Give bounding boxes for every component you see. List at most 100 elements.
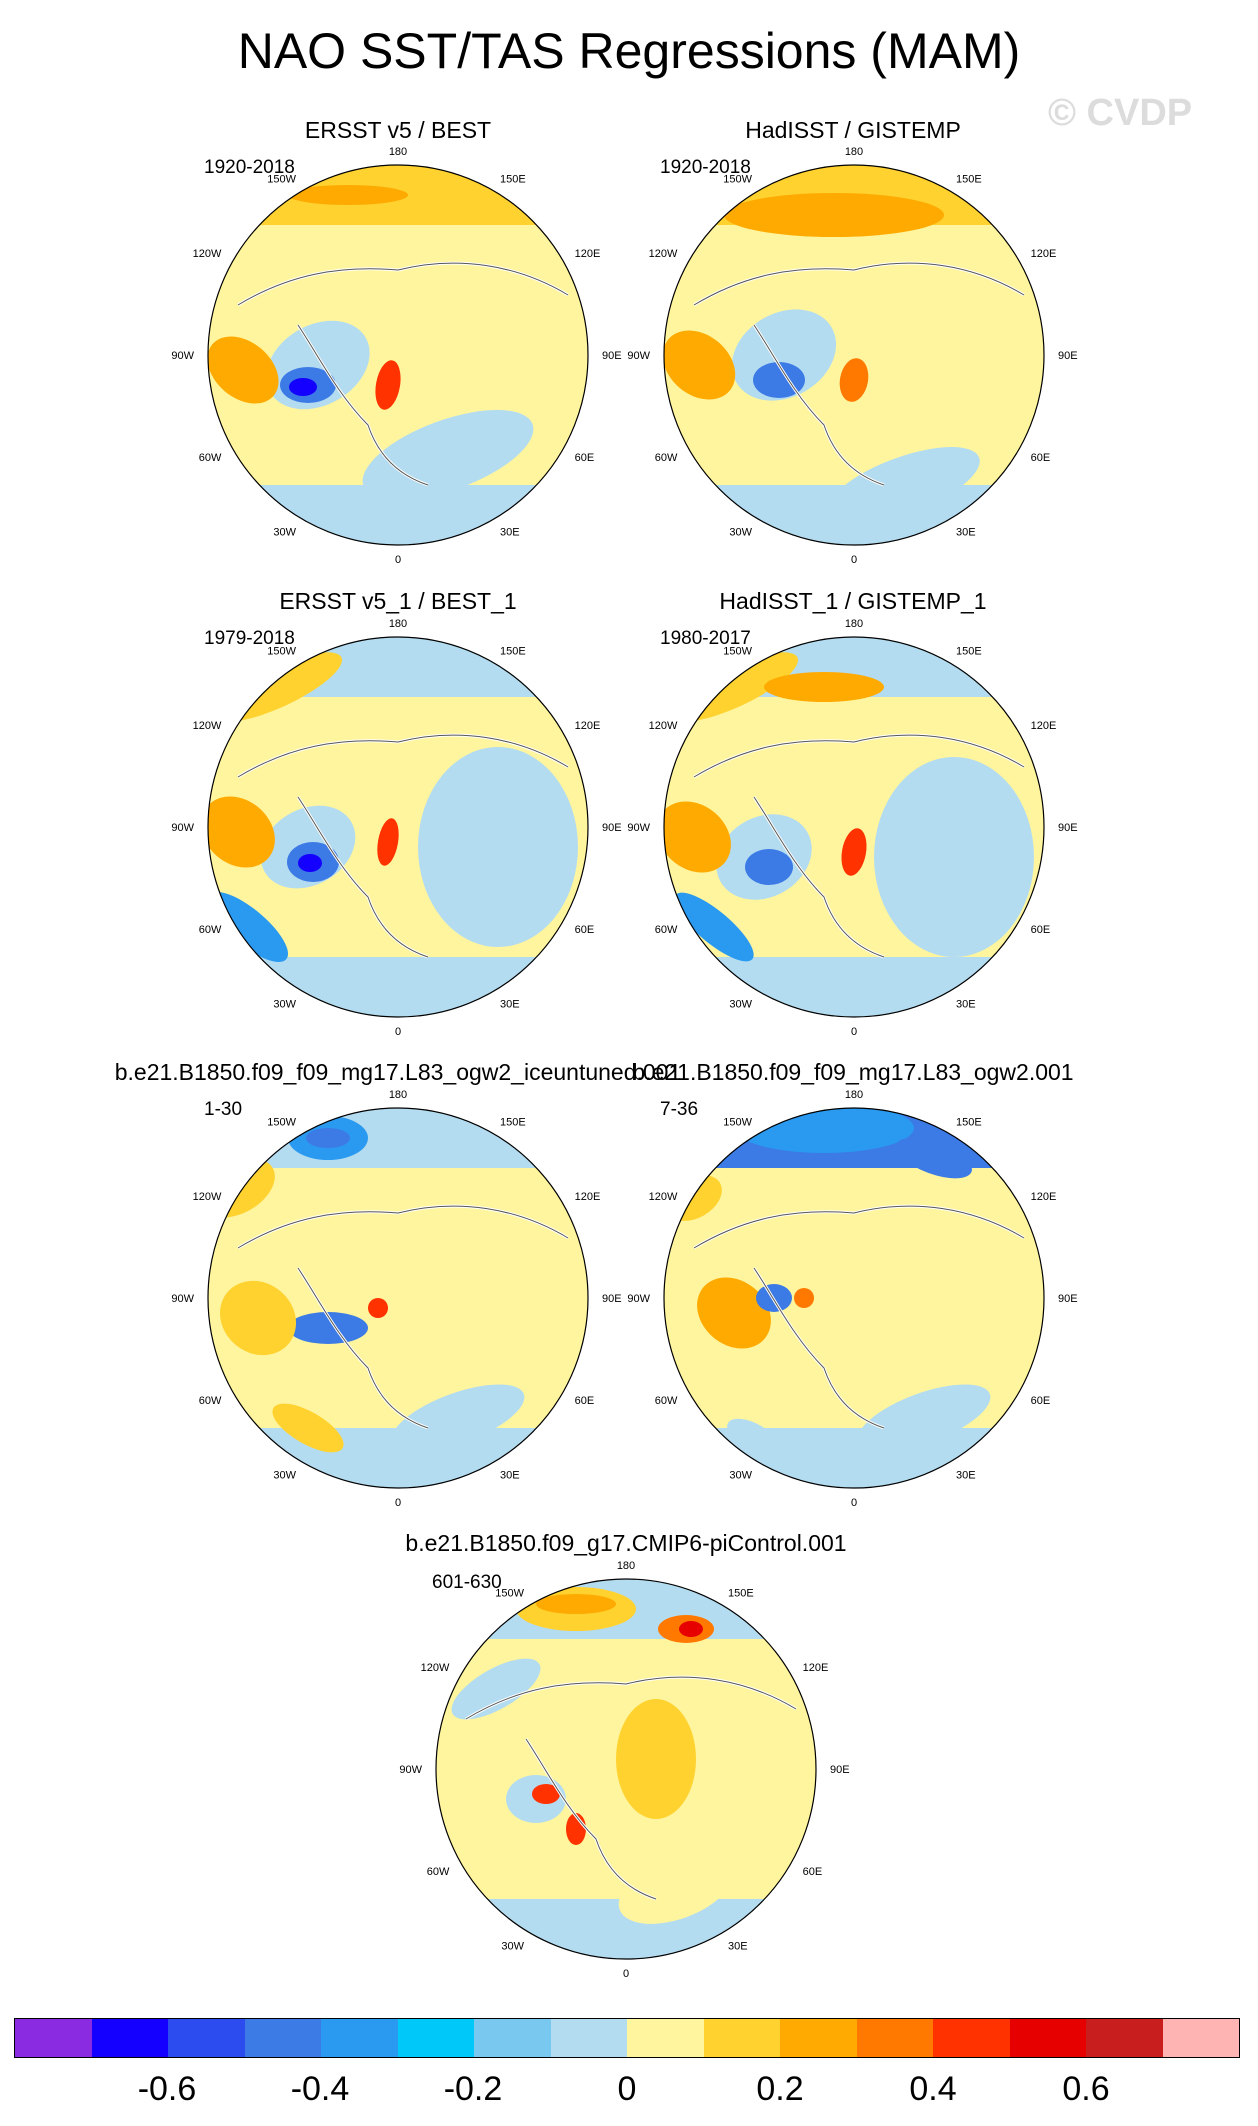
longitude-label: 120W [649, 720, 678, 732]
longitude-label: 60W [655, 1395, 678, 1407]
colorbar-swatch [474, 2019, 551, 2057]
longitude-label: 0 [851, 1497, 857, 1509]
anomaly-region [764, 672, 884, 702]
panel-title-0: ERSST v5 / BEST [304, 117, 492, 143]
map-border [435, 1578, 817, 1960]
longitude-label: 0 [395, 554, 401, 566]
longitude-label: 30W [729, 527, 752, 539]
longitude-label: 60E [575, 924, 595, 936]
longitude-label: 150E [728, 1587, 754, 1599]
panel-period-1: 1920-2018 [660, 157, 751, 178]
colorbar-swatch [933, 2019, 1010, 2057]
anomaly-region [208, 796, 275, 868]
longitude-label: 120E [1031, 248, 1057, 260]
longitude-label: 120W [421, 1662, 450, 1674]
anomaly-region [288, 1312, 368, 1344]
longitude-label: 90E [602, 1293, 622, 1305]
longitude-label: 30W [273, 527, 296, 539]
longitude-label: 150E [500, 1116, 526, 1128]
colorbar-swatch [1162, 2019, 1239, 2057]
colorbar-tick-label: 0.4 [909, 2070, 957, 2108]
colorbar-swatch [1009, 2019, 1086, 2057]
colorbar-swatch [780, 2019, 857, 2057]
colorbar-swatch [627, 2019, 704, 2057]
anomaly-region [362, 409, 534, 501]
anomaly-region [306, 1128, 350, 1148]
longitude-label: 90E [830, 1764, 850, 1776]
coastline [237, 734, 569, 778]
anomaly-region [618, 1854, 734, 1924]
map-border [207, 164, 589, 546]
longitude-label: 90E [602, 822, 622, 834]
anomaly-region [219, 1280, 297, 1356]
longitude-label: 180 [389, 618, 407, 630]
coastline [297, 796, 429, 958]
longitude-label: 60W [655, 924, 678, 936]
longitude-label: 60W [199, 452, 222, 464]
longitude-label: 90W [171, 350, 194, 362]
colorbar-tick-label: -0.6 [137, 2070, 197, 2108]
longitude-label: 30W [273, 1470, 296, 1482]
longitude-label: 60E [1031, 452, 1051, 464]
colorbar-tick-label: -0.2 [443, 2070, 503, 2108]
anomaly-region [664, 330, 736, 400]
coastline [297, 1267, 429, 1429]
panel-period-0: 1920-2018 [204, 157, 295, 178]
longitude-label: 30W [729, 999, 752, 1011]
anomaly-region [874, 757, 1034, 957]
anomaly-region [839, 358, 869, 402]
longitude-label: 120E [803, 1662, 829, 1674]
anomaly-region [724, 193, 944, 237]
longitude-label: 30E [500, 1470, 520, 1482]
longitude-label: 150W [723, 1116, 752, 1128]
longitude-label: 60W [199, 924, 222, 936]
anomaly-region [532, 1784, 560, 1804]
longitude-label: 60E [1031, 1395, 1051, 1407]
longitude-label: 120W [649, 1191, 678, 1203]
panel-period-5: 7-36 [660, 1099, 699, 1120]
longitude-label: 180 [389, 146, 407, 158]
anomaly-region [828, 447, 980, 523]
anomaly-region [919, 265, 1029, 445]
colorbar-swatch [397, 2019, 474, 2057]
longitude-label: 0 [851, 1026, 857, 1038]
anomaly-region [289, 378, 317, 396]
panel-period-3: 1980-2017 [660, 628, 751, 649]
anomaly-region [288, 185, 408, 205]
anomaly-region [679, 1621, 703, 1637]
coastline [693, 262, 1025, 306]
anomaly-region [428, 225, 568, 385]
colorbar-swatch [91, 2019, 168, 2057]
longitude-label: 150E [956, 173, 982, 185]
colorbar-swatch [856, 2019, 933, 2057]
panel-title-5: b.e21.B1850.f09_f09_mg17.L83_ogw2.001 [632, 1059, 1074, 1085]
polar-map-1: 180 150E 120E 90E 60E 30E 0 30W 60W 90W 120W 150W [627, 146, 1077, 566]
coastline [237, 262, 569, 306]
longitude-label: 60E [1031, 924, 1051, 936]
colorbar [14, 2018, 1240, 2058]
longitude-label: 150W [495, 1587, 524, 1599]
longitude-label: 120W [649, 248, 678, 260]
longitude-label: 150E [956, 1116, 982, 1128]
anomaly-region [697, 1277, 771, 1349]
anomaly-region [794, 1288, 814, 1308]
map-border [663, 164, 1045, 546]
longitude-label: 90E [602, 350, 622, 362]
longitude-label: 180 [845, 146, 863, 158]
longitude-label: 30E [500, 999, 520, 1011]
coastline [753, 324, 885, 486]
longitude-label: 0 [395, 1026, 401, 1038]
longitude-label: 30E [728, 1941, 748, 1953]
coastline [525, 1738, 657, 1900]
longitude-label: 180 [617, 1560, 635, 1572]
anomaly-region [375, 360, 401, 410]
longitude-label: 30E [956, 527, 976, 539]
longitude-label: 120W [193, 248, 222, 260]
longitude-label: 60E [575, 452, 595, 464]
anomaly-region [727, 1418, 781, 1458]
panel-title-1: HadISST / GISTEMP [745, 117, 961, 143]
anomaly-region [745, 849, 793, 885]
colorbar-swatch [15, 2019, 92, 2057]
map-border [663, 1107, 1045, 1489]
panel-title-6: b.e21.B1850.f09_g17.CMIP6-piControl.001 [405, 1530, 847, 1556]
